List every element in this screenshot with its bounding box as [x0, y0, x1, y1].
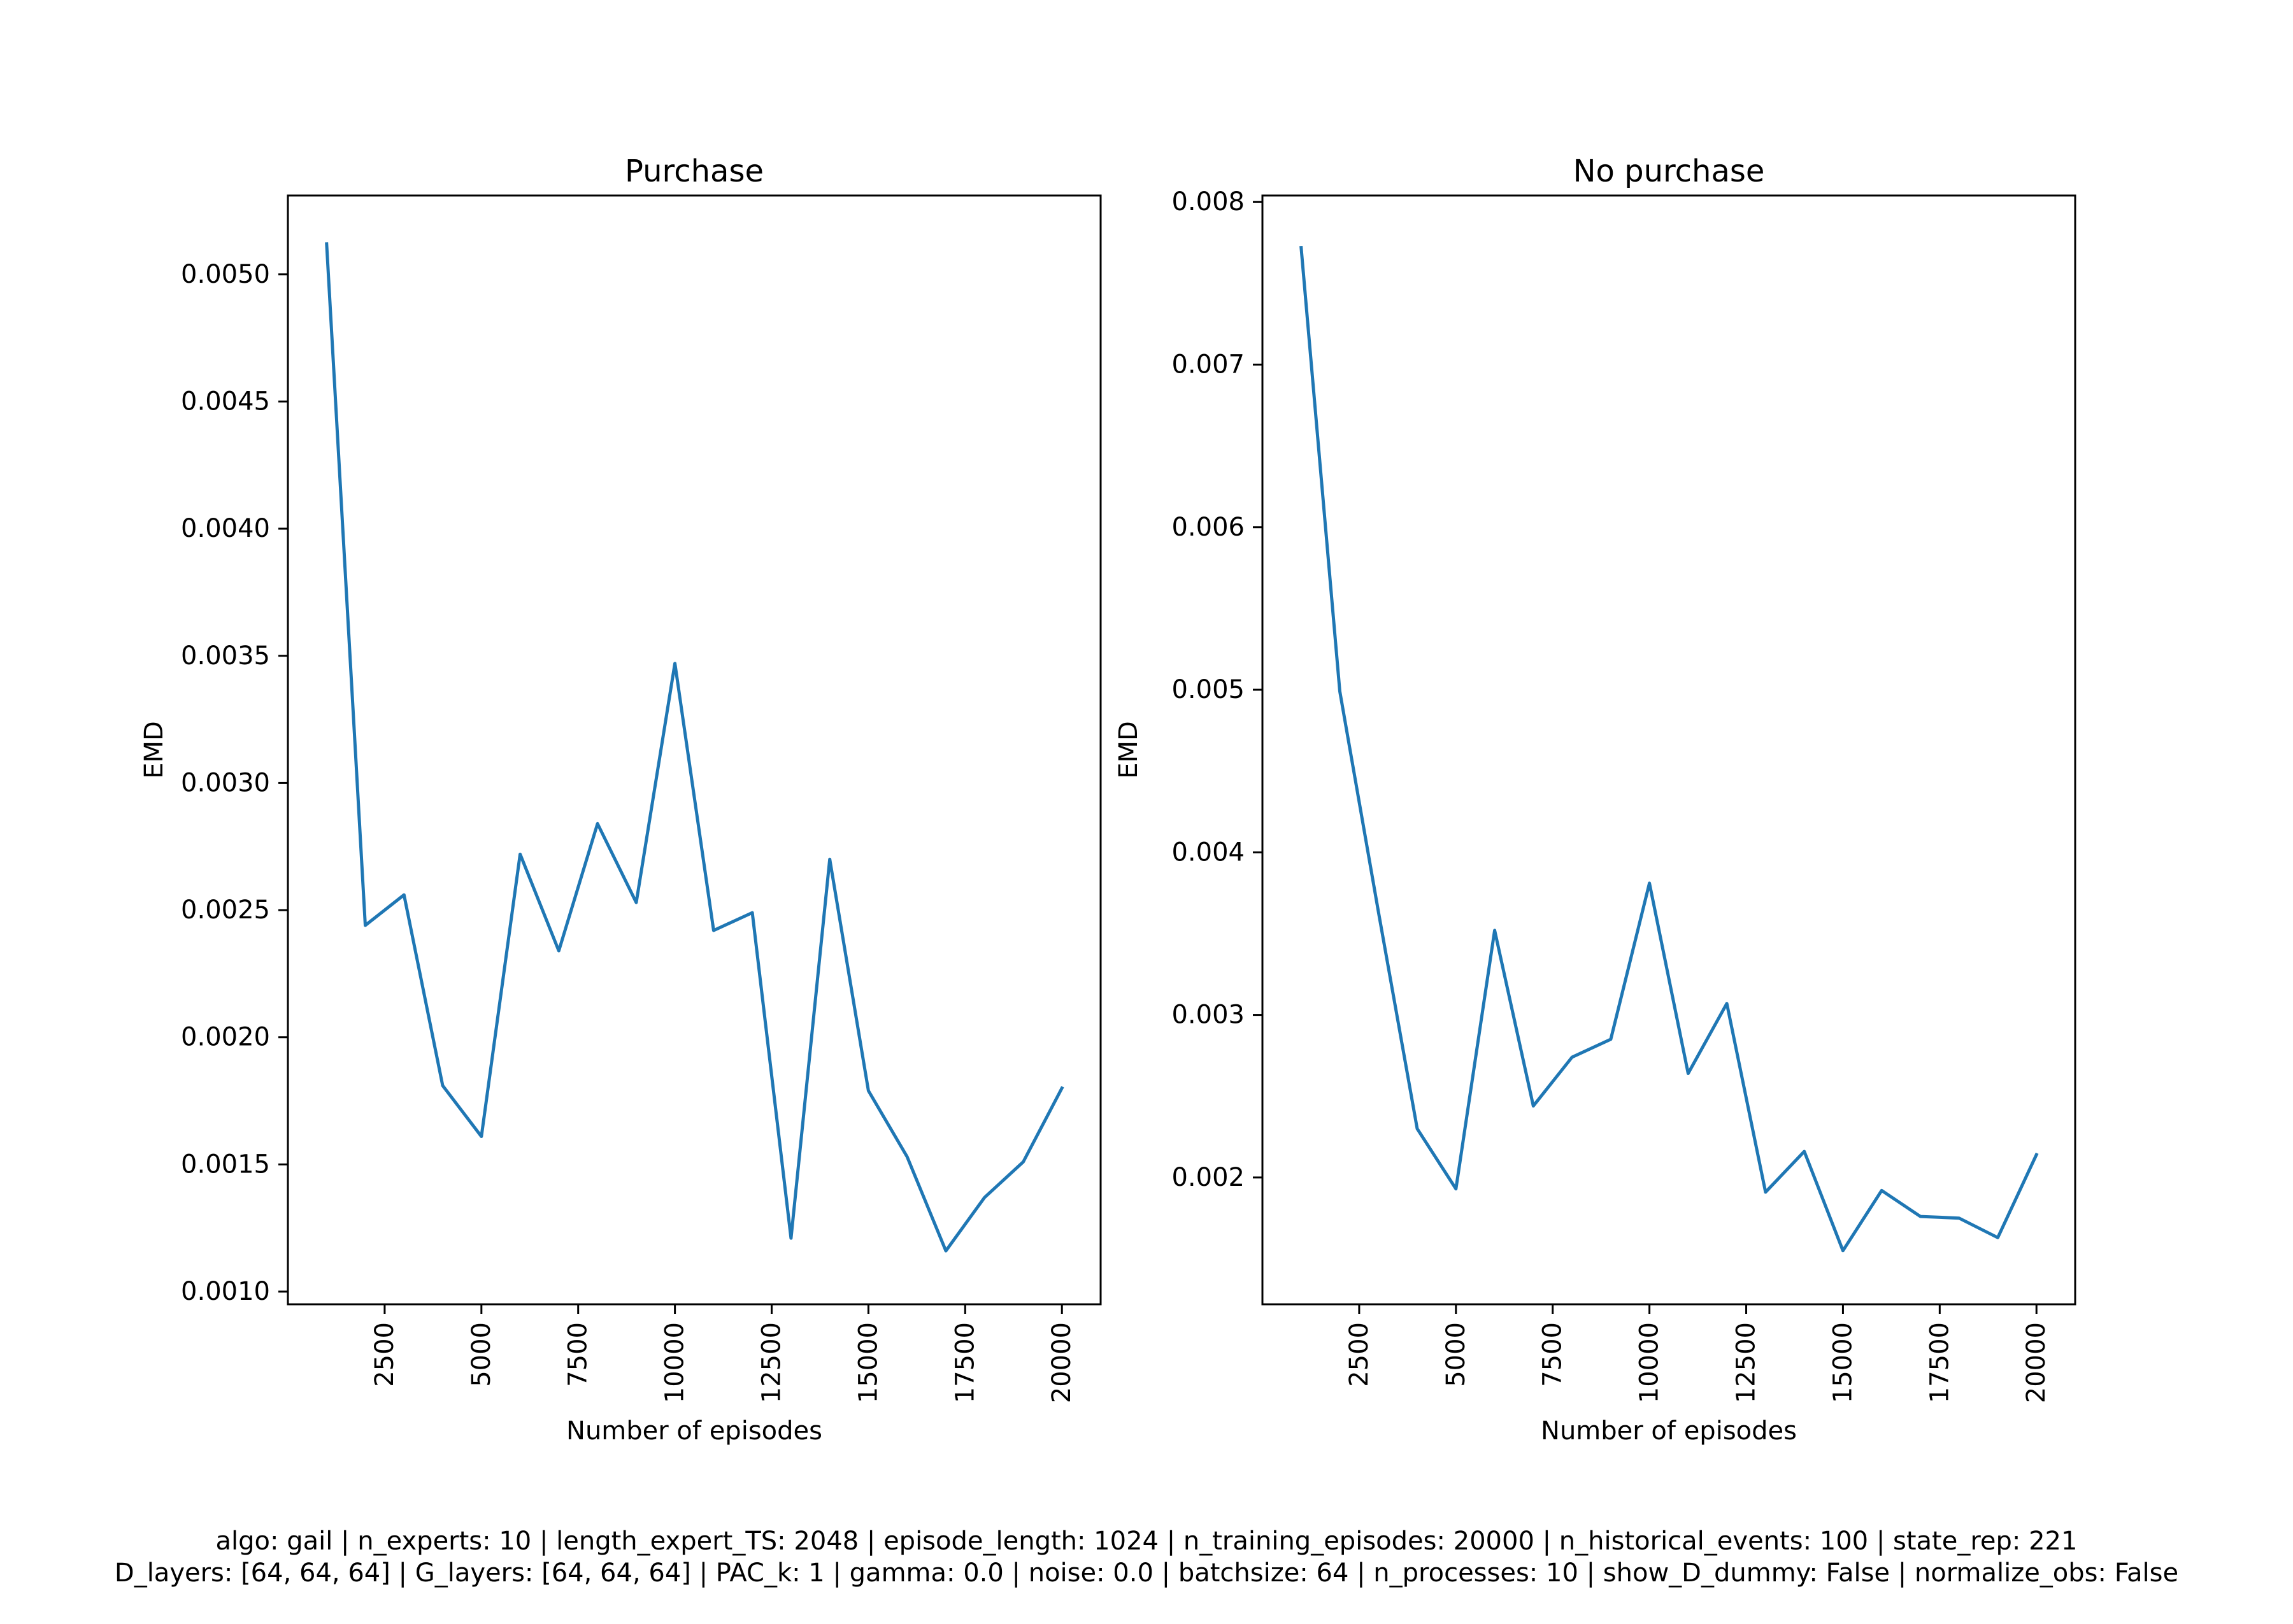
purchase-x-tick-label: 2500	[370, 1322, 399, 1387]
no-purchase-y-tick-label: 0.005	[1171, 675, 1245, 704]
purchase-y-tick-label: 0.0015	[181, 1150, 270, 1179]
no-purchase-x-tick-label: 7500	[1538, 1322, 1568, 1387]
no-purchase-x-tick-label: 2500	[1345, 1322, 1374, 1387]
purchase-y-tick-label: 0.0010	[181, 1277, 270, 1306]
no-purchase-y-tick-label: 0.002	[1171, 1163, 1245, 1192]
no-purchase-y-axis-label: EMD	[1114, 721, 1143, 779]
purchase-y-tick-label: 0.0045	[181, 387, 270, 416]
no-purchase-x-tick-label: 12500	[1732, 1322, 1761, 1403]
caption-line-2: D_layers: [64, 64, 64] | G_layers: [64, …	[114, 1558, 2179, 1588]
purchase-series-line	[325, 242, 1064, 1253]
purchase-y-tick-label: 0.0050	[181, 260, 270, 289]
no-purchase-y-tick-label: 0.003	[1171, 1001, 1245, 1030]
purchase-x-axis-label: Number of episodes	[566, 1416, 822, 1446]
no-purchase-y-tick-label: 0.004	[1171, 837, 1245, 867]
no-purchase-x-tick-label: 15000	[1828, 1322, 1857, 1403]
purchase-x-tick-label: 12500	[757, 1322, 787, 1403]
purchase-x-tick-label: 7500	[564, 1322, 593, 1387]
no-purchase-y-tick-label: 0.007	[1171, 350, 1245, 379]
no-purchase-axes-frame	[1261, 194, 2076, 1306]
no-purchase-x-tick-label: 17500	[1925, 1322, 1954, 1403]
purchase-y-tick-label: 0.0040	[181, 514, 270, 543]
purchase-chart-title: Purchase	[625, 153, 764, 189]
purchase-y-axis-label: EMD	[139, 721, 169, 779]
purchase-y-tick-label: 0.0020	[181, 1023, 270, 1052]
no-purchase-x-tick-label: 5000	[1441, 1322, 1471, 1387]
no-purchase-x-tick-label: 20000	[2022, 1322, 2051, 1403]
purchase-x-tick-label: 20000	[1047, 1322, 1076, 1403]
purchase-x-tick-label: 5000	[467, 1322, 496, 1387]
purchase-y-tick-label: 0.0025	[181, 895, 270, 925]
purchase-x-tick-label: 17500	[950, 1322, 980, 1403]
no-purchase-y-tick-label: 0.006	[1171, 513, 1245, 542]
purchase-y-tick-label: 0.0035	[181, 641, 270, 671]
no-purchase-chart-title: No purchase	[1573, 153, 1765, 189]
no-purchase-x-tick-label: 10000	[1635, 1322, 1664, 1403]
no-purchase-y-tick-label: 0.008	[1171, 187, 1245, 217]
no-purchase-x-axis-label: Number of episodes	[1541, 1416, 1797, 1446]
purchase-axes-frame	[287, 194, 1102, 1306]
purchase-chart-panel: Purchase 2500 5000 7500 10000 12500 15000 17500…	[139, 153, 1102, 1446]
caption-line-1: algo: gail | n_experts: 10 | length_expe…	[215, 1527, 2078, 1556]
no-purchase-chart-panel: No purchase 2500 5000 7500 10000 12500 15000 17…	[1114, 153, 2076, 1446]
no-purchase-series-line	[1299, 245, 2039, 1253]
purchase-x-tick-label: 15000	[854, 1322, 883, 1403]
figure-caption: algo: gail | n_experts: 10 | length_expe…	[0, 1525, 2293, 1589]
purchase-x-tick-label: 10000	[661, 1322, 690, 1403]
purchase-y-tick-label: 0.0030	[181, 768, 270, 797]
